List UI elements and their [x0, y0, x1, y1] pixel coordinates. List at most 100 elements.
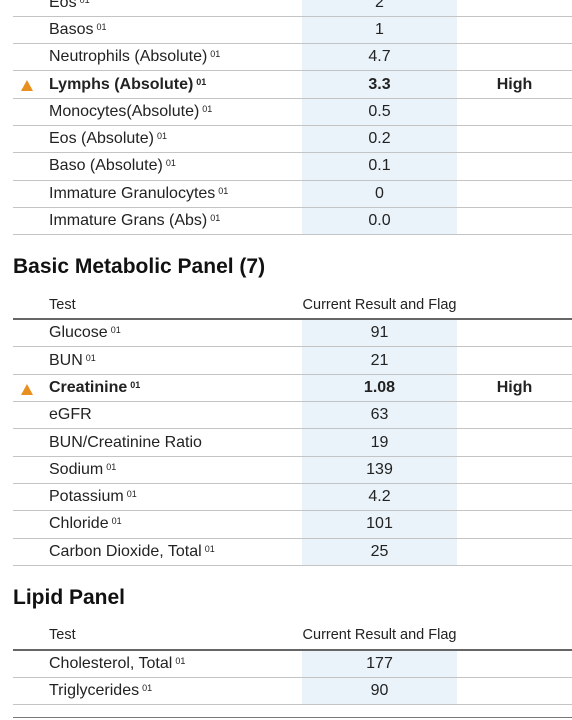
result-row: Carbon Dioxide, Total 01 25	[13, 538, 572, 566]
test-name: Baso (Absolute) 01	[49, 153, 176, 179]
lab-code: 01	[85, 352, 96, 363]
result-row: BUN 01 21	[13, 347, 572, 375]
test-name: eGFR	[49, 402, 92, 428]
result-value: 0.2	[302, 125, 457, 153]
result-value: 1.08	[302, 374, 457, 402]
result-value: 0.0	[302, 207, 457, 235]
flag-icon	[21, 80, 33, 92]
divider	[13, 717, 572, 718]
test-label: Creatinine	[49, 378, 128, 396]
result-row: Neutrophils (Absolute) 01 4.7	[13, 44, 572, 72]
test-label: Monocytes(Absolute)	[49, 102, 200, 120]
test-label: Lymphs (Absolute)	[49, 75, 194, 93]
test-name: Eos (Absolute) 01	[49, 126, 167, 152]
lab-code: 01	[142, 683, 153, 694]
section-title: Basic Metabolic Panel (7)	[13, 255, 266, 279]
lab-code: 01	[106, 461, 117, 472]
test-name: Cholesterol, Total 01	[49, 651, 185, 677]
lab-code: 01	[204, 543, 215, 554]
result-row: Potassium 01 4.2	[13, 483, 572, 512]
result-value: 90	[302, 678, 457, 705]
result-row: Chloride 01 101	[13, 511, 572, 539]
test-label: Carbon Dioxide, Total	[49, 542, 202, 560]
result-flag: High	[496, 378, 533, 396]
test-label: Baso (Absolute)	[49, 157, 163, 175]
result-row: Eos (Absolute) 01 0.2	[13, 125, 572, 154]
result-row: Eos01 2	[13, 0, 572, 17]
test-label: Eos	[49, 0, 77, 11]
section: Eos012Basos011Neutrophils (Absolute)014.…	[0, 0, 572, 236]
result-value: 139	[302, 456, 457, 483]
table-header: Test Current Result and Flag	[13, 622, 572, 651]
result-value: 21	[302, 347, 457, 374]
result-value: 91	[302, 320, 457, 347]
result-row: Glucose 01 91	[13, 320, 572, 348]
lab-code: 01	[96, 21, 107, 32]
section: Basic Metabolic Panel (7) Test Current Res…	[0, 253, 572, 566]
test-name: Glucose 01	[49, 320, 121, 346]
lab-code: 01	[126, 489, 137, 500]
result-row: Immature Granulocytes 01 0	[13, 180, 572, 208]
flag-icon	[21, 383, 33, 395]
test-name: Potassium 01	[49, 484, 137, 510]
test-name: BUN 01	[49, 347, 96, 373]
result-value: 4.2	[302, 483, 457, 511]
lab-code: 01	[175, 655, 186, 666]
section: Lipid Panel Test Current Result and Flag Ch…	[0, 584, 572, 706]
lab-code: 01	[218, 185, 229, 196]
test-name: Triglycerides 01	[49, 678, 152, 704]
result-row: Immature Grans (Abs) 01 0.0	[13, 207, 572, 236]
result-value: 177	[302, 650, 457, 678]
test-label: Immature Granulocytes	[49, 184, 216, 202]
lab-code: 01	[130, 379, 141, 390]
result-value: 25	[302, 538, 457, 565]
lab-code: 01	[202, 103, 213, 114]
result-value: 63	[302, 402, 457, 429]
header-result: Current Result and Flag	[302, 296, 457, 313]
test-label: Cholesterol, Total	[49, 654, 173, 672]
header-test: Test	[49, 296, 76, 313]
section-title: Lipid Panel	[13, 585, 126, 609]
test-label: Glucose	[49, 324, 108, 342]
result-value: 3.3	[302, 71, 457, 98]
header-result: Current Result and Flag	[302, 627, 457, 644]
header-test: Test	[49, 627, 76, 644]
test-name: Eos01	[49, 0, 90, 16]
test-label: eGFR	[49, 406, 92, 424]
lab-code: 01	[210, 49, 221, 60]
result-row: Sodium 01 139	[13, 456, 572, 484]
lab-code: 01	[80, 0, 90, 5]
test-label: Immature Grans (Abs)	[49, 212, 208, 230]
result-value: 1	[302, 16, 457, 44]
test-name: Basos 01	[49, 17, 106, 43]
result-row: Monocytes(Absolute) 01 0.5	[13, 98, 572, 126]
test-label: Chloride	[49, 515, 109, 533]
test-name: Monocytes(Absolute) 01	[49, 99, 212, 125]
result-row: Cholesterol, Total 01 177	[13, 650, 572, 679]
test-label: Sodium	[49, 460, 104, 478]
result-row: BUN/Creatinine Ratio 19	[13, 429, 572, 457]
test-name: Neutrophils (Absolute) 01	[49, 44, 220, 70]
lab-code: 01	[210, 213, 221, 224]
test-name: BUN/Creatinine Ratio	[49, 429, 202, 455]
test-name: Immature Granulocytes 01	[49, 181, 228, 207]
test-label: BUN	[49, 351, 83, 369]
result-value: 4.7	[302, 44, 457, 71]
result-flag: High	[496, 75, 533, 93]
lab-code: 01	[165, 158, 176, 169]
test-name: Lymphs (Absolute) 01	[49, 71, 206, 97]
result-row: Basos 01 1	[13, 16, 572, 45]
result-row: Triglycerides 01 90	[13, 678, 572, 706]
result-value: 101	[302, 511, 457, 538]
test-name: Creatinine 01	[49, 375, 140, 401]
test-label: Neutrophils (Absolute)	[49, 48, 208, 66]
result-row: Creatinine 01 1.08 High	[13, 374, 572, 403]
result-value: 2	[302, 0, 457, 16]
lab-code: 01	[196, 76, 207, 87]
test-name: Immature Grans (Abs) 01	[49, 208, 220, 234]
result-row: Lymphs (Absolute) 01 3.3 High	[13, 71, 572, 99]
test-label: Eos (Absolute)	[49, 130, 154, 148]
